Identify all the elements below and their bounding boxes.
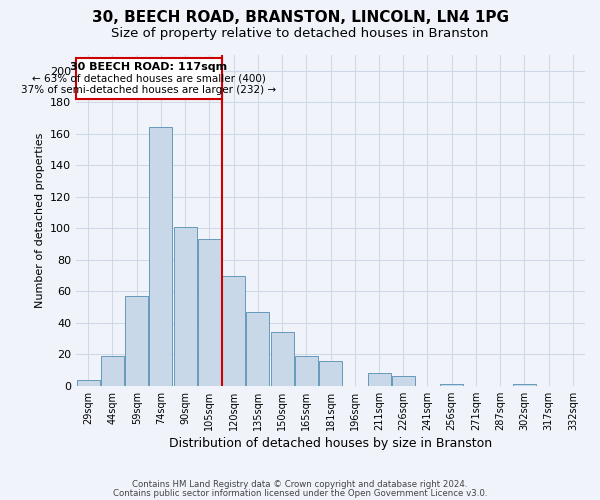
Bar	[173, 226, 197, 386]
Bar	[77, 380, 100, 386]
Bar	[513, 384, 536, 386]
Text: Size of property relative to detached houses in Branston: Size of property relative to detached ho…	[111, 28, 489, 40]
Bar	[392, 376, 415, 386]
FancyBboxPatch shape	[76, 58, 221, 99]
Bar	[271, 332, 293, 386]
Text: 30, BEECH ROAD, BRANSTON, LINCOLN, LN4 1PG: 30, BEECH ROAD, BRANSTON, LINCOLN, LN4 1…	[91, 10, 509, 25]
Bar	[368, 373, 391, 386]
Bar	[222, 276, 245, 386]
Bar	[149, 128, 172, 386]
Text: ← 63% of detached houses are smaller (400): ← 63% of detached houses are smaller (40…	[32, 74, 266, 84]
Bar	[440, 384, 463, 386]
Text: 30 BEECH ROAD: 117sqm: 30 BEECH ROAD: 117sqm	[70, 62, 227, 72]
X-axis label: Distribution of detached houses by size in Branston: Distribution of detached houses by size …	[169, 437, 492, 450]
Text: 37% of semi-detached houses are larger (232) →: 37% of semi-detached houses are larger (…	[21, 85, 277, 95]
Text: Contains public sector information licensed under the Open Government Licence v3: Contains public sector information licen…	[113, 489, 487, 498]
Bar	[125, 296, 148, 386]
Y-axis label: Number of detached properties: Number of detached properties	[35, 132, 44, 308]
Bar	[198, 240, 221, 386]
Text: Contains HM Land Registry data © Crown copyright and database right 2024.: Contains HM Land Registry data © Crown c…	[132, 480, 468, 489]
Bar	[319, 360, 342, 386]
Bar	[295, 356, 318, 386]
Bar	[247, 312, 269, 386]
Bar	[101, 356, 124, 386]
